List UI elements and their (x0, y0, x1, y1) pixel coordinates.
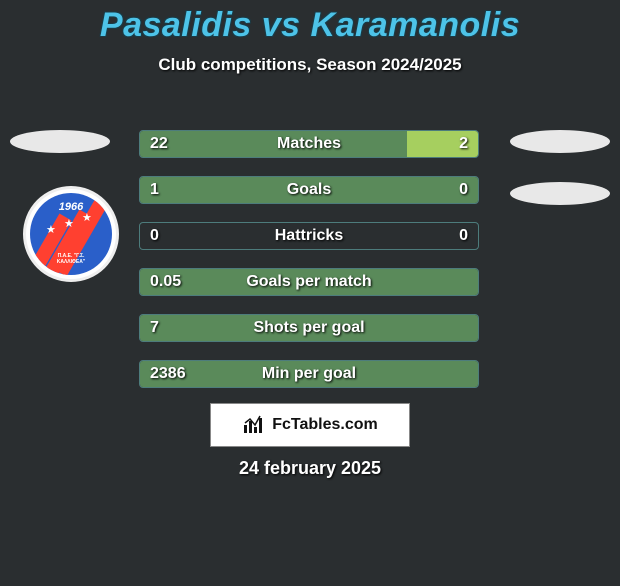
right-placeholder-ellipse-1 (510, 130, 610, 153)
chart-icon (242, 415, 266, 435)
stat-bar-label: Min per goal (140, 361, 478, 387)
badge-text-bottom: ΚΑΛΛΙΘΕΑ" (57, 259, 86, 265)
brand-label: FcTables.com (272, 416, 378, 434)
club-badge: ★ ★ ★ 1966 Π.Α.Ε. "Γ.Σ. ΚΑΛΛΙΘΕΑ" (23, 186, 119, 282)
stats-bars: 222Matches 10Goals 00Hattricks 0.05Goals pe… (139, 130, 479, 406)
stat-bar-row: 2386Min per goal (139, 360, 479, 388)
badge-star-icon: ★ (64, 219, 74, 229)
stat-bar-label: Matches (140, 131, 478, 157)
club-badge-inner: ★ ★ ★ 1966 Π.Α.Ε. "Γ.Σ. ΚΑΛΛΙΘΕΑ" (30, 193, 112, 275)
stat-bar-label: Goals per match (140, 269, 478, 295)
stat-bar-row: 10Goals (139, 176, 479, 204)
page-title: Pasalidis vs Karamanolis (0, 6, 620, 45)
stat-bar-row: 222Matches (139, 130, 479, 158)
badge-star-icon: ★ (46, 225, 56, 235)
stat-bar-label: Hattricks (140, 223, 478, 249)
stat-bar-row: 00Hattricks (139, 222, 479, 250)
page-subtitle: Club competitions, Season 2024/2025 (0, 55, 620, 75)
left-placeholder-ellipse (10, 130, 110, 153)
stat-bar-row: 7Shots per goal (139, 314, 479, 342)
stat-bar-label: Shots per goal (140, 315, 478, 341)
date-label: 24 february 2025 (0, 458, 620, 479)
stat-bar-row: 0.05Goals per match (139, 268, 479, 296)
badge-star-icon: ★ (82, 213, 92, 223)
stat-bar-label: Goals (140, 177, 478, 203)
brand-box[interactable]: FcTables.com (210, 403, 410, 447)
badge-text: Π.Α.Ε. "Γ.Σ. ΚΑΛΛΙΘΕΑ" (30, 254, 112, 265)
right-placeholder-ellipse-2 (510, 182, 610, 205)
badge-year: 1966 (30, 201, 112, 213)
